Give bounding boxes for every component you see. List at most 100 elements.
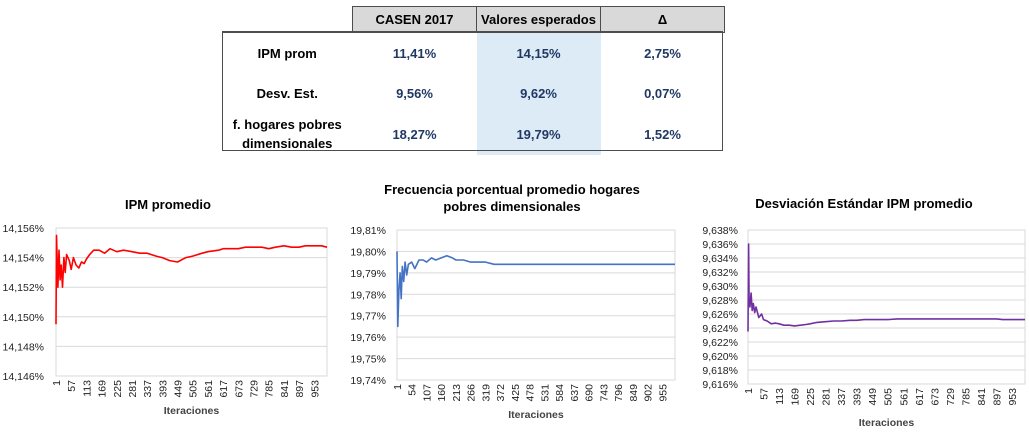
y-tick-label: 9,636% bbox=[702, 239, 738, 251]
plot-area bbox=[396, 229, 676, 381]
chart-ipm-promedio: IPM promedio 14,146% 14,148% 14,150% 14,152%… bbox=[0, 180, 335, 440]
x-tick-label: 953 bbox=[1007, 388, 1019, 406]
x-tick-label: 57 bbox=[66, 380, 78, 392]
y-tick-label: 9,616% bbox=[702, 379, 738, 391]
x-tick-label: 281 bbox=[821, 388, 833, 406]
y-tick-label: 9,626% bbox=[702, 309, 738, 321]
x-tick-label: 785 bbox=[264, 380, 276, 398]
cell-delta: 1,52% bbox=[644, 126, 681, 142]
chart-title-line: pobres dimensionales bbox=[443, 199, 580, 214]
cell-delta: 0,07% bbox=[644, 85, 681, 101]
x-tick-label: 673 bbox=[929, 388, 941, 406]
series-line bbox=[396, 251, 675, 328]
header-blank bbox=[222, 6, 353, 33]
y-tick-label: 9,620% bbox=[702, 351, 738, 363]
cell-casen: 9,56% bbox=[396, 85, 433, 101]
x-tick-label: 849 bbox=[628, 384, 640, 402]
x-tick-label: 281 bbox=[127, 380, 139, 398]
x-tick-label: 617 bbox=[914, 388, 926, 406]
x-tick-label: 841 bbox=[279, 380, 291, 398]
header-casen: CASEN 2017 bbox=[352, 6, 477, 33]
x-tick-label: 160 bbox=[436, 384, 448, 402]
x-tick-label: 897 bbox=[991, 388, 1003, 406]
x-tick-label: 1 bbox=[743, 388, 755, 394]
x-tick-label: 902 bbox=[643, 384, 655, 402]
chart-desviacion-estandar: Desviación Estándar IPM promedio 9,616% 9,… bbox=[694, 180, 1029, 442]
y-tick-label: 19,77% bbox=[350, 311, 386, 323]
x-tick-label: 225 bbox=[112, 380, 124, 398]
x-tick-label: 213 bbox=[451, 384, 463, 402]
x-tick-label: 785 bbox=[960, 388, 972, 406]
y-tick-label: 19,78% bbox=[350, 289, 386, 301]
y-tick-label: 19,74% bbox=[350, 375, 386, 387]
x-tick-label: 266 bbox=[466, 384, 478, 402]
y-tick-label: 19,79% bbox=[350, 268, 386, 280]
x-tick-label: 841 bbox=[976, 388, 988, 406]
x-tick-label: 505 bbox=[188, 380, 200, 398]
table-row: f. hogares pobres dimensionales 18,27% 19… bbox=[222, 113, 725, 155]
x-tick-label: 729 bbox=[945, 388, 957, 406]
x-tick-label: 897 bbox=[294, 380, 306, 398]
row-label: IPM prom bbox=[257, 45, 317, 61]
summary-table: CASEN 2017 Valores esperados Δ IPM prom … bbox=[222, 6, 725, 155]
y-tick-label: 9,628% bbox=[702, 295, 738, 307]
header-esperados: Valores esperados bbox=[476, 6, 601, 33]
y-tick-label: 9,630% bbox=[702, 281, 738, 293]
x-tick-label: 1 bbox=[51, 380, 63, 386]
x-tick-label: 584 bbox=[554, 384, 566, 402]
chart-frecuencia-hogares: Frecuencia porcentual promedio hogares po… bbox=[342, 180, 682, 440]
row-label: Desv. Est. bbox=[256, 85, 318, 101]
y-tick-label: 14,146% bbox=[3, 371, 44, 383]
cell-esperados: 14,15% bbox=[476, 32, 601, 73]
x-tick-label: 729 bbox=[248, 380, 260, 398]
y-tick-label: 19,76% bbox=[350, 332, 386, 344]
x-tick-label: 169 bbox=[97, 380, 109, 398]
table-row: Desv. Est. 9,56% 9,62% 0,07% bbox=[222, 73, 725, 113]
chart-title-line: Frecuencia porcentual promedio hogares bbox=[384, 182, 640, 197]
y-tick-label: 9,632% bbox=[702, 267, 738, 279]
chart-frecuencia-hogares-svg: Frecuencia porcentual promedio hogares po… bbox=[350, 182, 676, 421]
x-tick-label: 372 bbox=[495, 384, 507, 402]
x-tick-label: 425 bbox=[510, 384, 522, 402]
x-tick-label: 393 bbox=[852, 388, 864, 406]
x-tick-label: 796 bbox=[613, 384, 625, 402]
x-tick-label: 337 bbox=[836, 388, 848, 406]
y-tick-label: 14,150% bbox=[3, 312, 44, 324]
row-label: f. hogares pobres dimensionales bbox=[232, 117, 342, 151]
y-tick-label: 19,80% bbox=[350, 246, 386, 258]
x-tick-label: 531 bbox=[539, 384, 551, 402]
x-tick-label: 113 bbox=[774, 388, 786, 405]
x-axis-title: Iteraciones bbox=[164, 405, 220, 417]
y-tick-label: 14,148% bbox=[3, 341, 44, 353]
x-tick-label: 337 bbox=[142, 380, 154, 398]
x-tick-label: 54 bbox=[407, 384, 419, 396]
x-tick-label: 449 bbox=[173, 380, 185, 398]
x-tick-label: 113 bbox=[81, 380, 93, 397]
x-tick-label: 617 bbox=[218, 380, 230, 398]
cell-esperados: 9,62% bbox=[476, 73, 601, 113]
x-tick-label: 561 bbox=[203, 380, 215, 398]
x-tick-label: 743 bbox=[598, 384, 610, 402]
x-tick-label: 169 bbox=[790, 388, 802, 406]
cell-casen: 18,27% bbox=[392, 126, 437, 142]
chart-ipm-promedio-svg: IPM promedio 14,146% 14,148% 14,150% 14,152%… bbox=[3, 197, 328, 417]
y-tick-label: 9,618% bbox=[702, 365, 738, 377]
x-tick-label: 478 bbox=[525, 384, 537, 402]
x-tick-label: 225 bbox=[805, 388, 817, 406]
chart-title: Desviación Estándar IPM promedio bbox=[755, 196, 973, 211]
table-row: IPM prom 11,41% 14,15% 2,75% bbox=[222, 32, 725, 73]
x-tick-label: 393 bbox=[157, 380, 169, 398]
y-tick-label: 19,81% bbox=[350, 225, 386, 237]
chart-title: IPM promedio bbox=[125, 197, 211, 212]
x-tick-label: 953 bbox=[309, 380, 321, 398]
x-tick-label: 449 bbox=[867, 388, 879, 406]
y-tick-label: 19,75% bbox=[350, 354, 386, 366]
x-axis-title: Iteraciones bbox=[508, 409, 564, 421]
cell-esperados: 19,79% bbox=[476, 113, 601, 155]
series-line bbox=[55, 234, 328, 325]
x-tick-label: 561 bbox=[898, 388, 910, 406]
x-tick-label: 57 bbox=[759, 388, 771, 400]
x-tick-label: 690 bbox=[584, 384, 596, 402]
plot-area bbox=[747, 229, 1026, 385]
x-tick-label: 955 bbox=[657, 384, 669, 402]
